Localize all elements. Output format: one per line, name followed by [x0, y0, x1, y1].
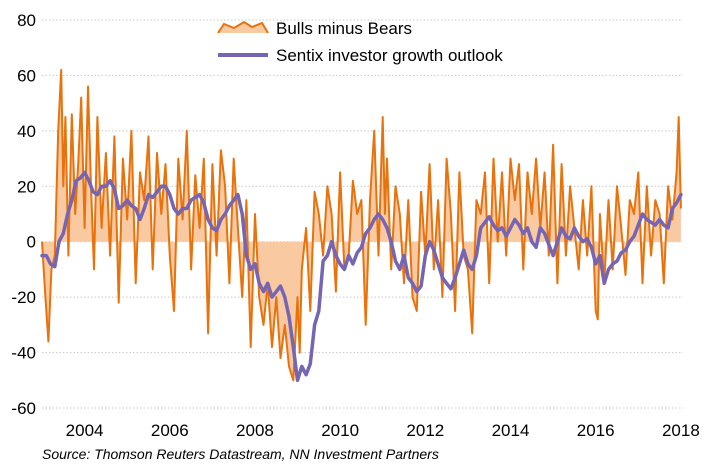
sentix-series-line — [40, 170, 683, 383]
y-axis: -60 -40 -20 0 20 40 60 80 — [11, 11, 36, 418]
x-tick-label: 2012 — [406, 421, 444, 440]
y-tick-label: 80 — [17, 11, 36, 30]
legend-swatch-bulls-minus-bears — [218, 22, 268, 33]
x-tick-label: 2016 — [577, 421, 615, 440]
y-tick-label: 40 — [17, 122, 36, 141]
x-tick-label: 2006 — [151, 421, 189, 440]
source-note: Source: Thomson Reuters Datastream, NN I… — [42, 446, 439, 462]
x-tick-label: 2004 — [66, 421, 104, 440]
legend-label-bulls-minus-bears: Bulls minus Bears — [276, 19, 412, 38]
x-tick-label: 2014 — [492, 421, 530, 440]
x-tick-label: 2010 — [321, 421, 359, 440]
legend-swatch-bulls-minus-bears-line — [217, 20, 269, 34]
legend: Bulls minus Bears Sentix investor growth… — [217, 19, 503, 65]
sentix-line — [40, 170, 683, 383]
y-tick-label: 0 — [27, 233, 36, 252]
y-tick-label: 20 — [17, 177, 36, 196]
y-tick-label: 60 — [17, 66, 36, 85]
x-tick-label: 2008 — [236, 421, 274, 440]
x-axis: 2004 2006 2008 2010 2012 2014 2016 2018 — [66, 421, 700, 440]
bulls-minus-bears-line — [41, 68, 682, 382]
y-tick-label: -20 — [11, 288, 36, 307]
y-tick-label: -40 — [11, 344, 36, 363]
legend-item-bulls-minus-bears: Bulls minus Bears — [217, 19, 412, 38]
bulls-minus-bears-area — [41, 68, 682, 382]
y-tick-label: -60 — [11, 399, 36, 418]
legend-label-sentix: Sentix investor growth outlook — [276, 46, 503, 65]
legend-item-sentix: Sentix investor growth outlook — [218, 46, 503, 65]
x-tick-label: 2018 — [662, 421, 700, 440]
